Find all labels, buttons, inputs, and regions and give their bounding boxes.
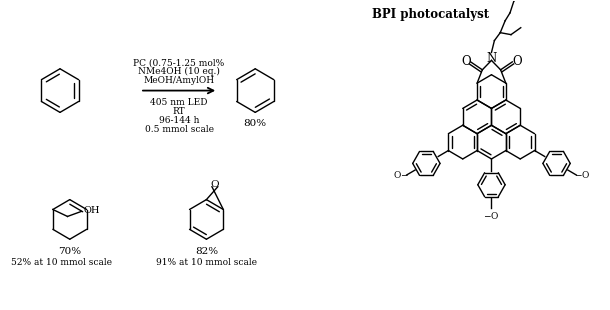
Text: O$-$: O$-$	[393, 170, 409, 180]
Text: 52% at 10 mmol scale: 52% at 10 mmol scale	[12, 258, 112, 267]
Text: 91% at 10 mmol scale: 91% at 10 mmol scale	[156, 258, 257, 267]
Text: 82%: 82%	[195, 247, 218, 256]
Text: MeOH/AmylOH: MeOH/AmylOH	[143, 76, 215, 85]
Text: 70%: 70%	[58, 247, 81, 256]
Text: O: O	[512, 55, 522, 69]
Text: OH: OH	[83, 206, 99, 215]
Text: NMe4OH (10 eq.): NMe4OH (10 eq.)	[138, 67, 220, 76]
Text: 80%: 80%	[243, 119, 267, 128]
Text: 96-144 h: 96-144 h	[159, 116, 199, 125]
Text: PC (0.75-1.25 mol%: PC (0.75-1.25 mol%	[134, 58, 224, 67]
Text: N: N	[486, 52, 497, 65]
Text: $-$O: $-$O	[483, 210, 500, 221]
Text: O: O	[461, 55, 470, 69]
Text: 405 nm LED: 405 nm LED	[150, 98, 208, 107]
Text: RT: RT	[173, 107, 185, 116]
Text: 0.5 mmol scale: 0.5 mmol scale	[145, 125, 214, 134]
Text: $-$O: $-$O	[574, 170, 590, 180]
Text: O: O	[210, 180, 219, 189]
Text: BPI photocatalyst: BPI photocatalyst	[372, 8, 489, 21]
